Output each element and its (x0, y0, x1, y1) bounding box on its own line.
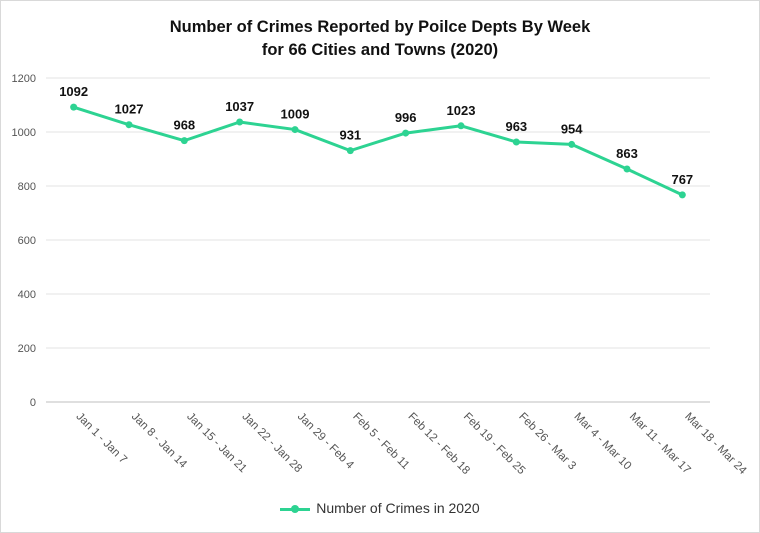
data-label: 1037 (225, 99, 254, 114)
data-point (125, 121, 133, 129)
data-label: 996 (395, 110, 417, 125)
y-tick-label: 800 (18, 181, 36, 193)
legend-line-marker-icon (280, 504, 311, 514)
y-tick-label: 200 (18, 343, 36, 355)
x-tick-label: Feb 26 - Mar 3 (516, 411, 578, 473)
data-label: 968 (173, 118, 195, 133)
data-point (623, 165, 631, 173)
x-tick-label: Jan 15 - Jan 21 (184, 411, 249, 476)
series-line (73, 105, 683, 197)
legend-label: Number of Crimes in 2020 (316, 500, 480, 516)
data-point (402, 129, 410, 137)
data-label: 1092 (59, 84, 88, 99)
y-tick-label: 400 (18, 289, 36, 301)
data-point (180, 137, 188, 145)
series-number-of-crimes (70, 103, 686, 199)
x-tick-label: Feb 12 - Feb 18 (406, 411, 472, 477)
legend: Number of Crimes in 2020 (0, 500, 760, 516)
data-label: 767 (671, 172, 693, 187)
y-tick-label: 0 (30, 397, 36, 409)
x-tick-label: Jan 22 - Jan 28 (240, 411, 305, 476)
y-tick-label: 600 (18, 235, 36, 247)
chart-title: Number of Crimes Reported by Poilce Dept… (0, 16, 760, 62)
data-labels: 1092 1027 968 1037 1009 931 996 1023 963 954 863 76… (59, 84, 693, 187)
x-tick-label: Jan 29 - Feb 4 (295, 411, 356, 472)
y-tick-label: 1000 (12, 127, 36, 139)
data-point (291, 126, 299, 134)
chart-title-line-2: for 66 Cities and Towns (2020) (261, 41, 499, 59)
data-label: 963 (505, 119, 527, 134)
data-label: 863 (616, 146, 638, 161)
data-label: 931 (339, 128, 361, 143)
data-label: 1023 (447, 103, 476, 118)
x-tick-label: Jan 1 - Jan 7 (74, 411, 129, 466)
data-point (346, 147, 354, 155)
y-tick-label: 1200 (12, 73, 36, 85)
data-point (70, 103, 78, 111)
data-point (236, 118, 244, 126)
y-axis: 0 200 400 600 800 1000 1200 (12, 73, 36, 409)
data-point (678, 191, 686, 199)
data-label: 954 (561, 121, 583, 136)
data-label: 1027 (115, 102, 144, 117)
x-tick-label: Feb 5 - Feb 11 (350, 411, 411, 472)
gridlines (46, 77, 710, 403)
x-tick-label: Jan 8 - Jan 14 (129, 411, 189, 471)
x-tick-label: Mar 4 - Mar 10 (572, 411, 634, 473)
data-label: 1009 (281, 107, 310, 122)
data-point (512, 138, 520, 146)
x-tick-label: Mar 11 - Mar 17 (627, 411, 693, 477)
data-point (457, 122, 465, 130)
chart-title-line-1: Number of Crimes Reported by Poilce Dept… (169, 18, 591, 36)
data-point (568, 140, 576, 148)
